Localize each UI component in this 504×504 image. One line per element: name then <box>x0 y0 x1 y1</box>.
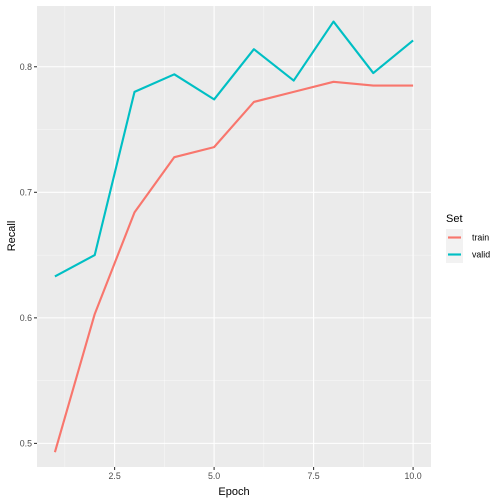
x-tick-label: 5.0 <box>208 471 220 481</box>
legend: Set train valid <box>446 213 490 263</box>
x-tick-label: 2.5 <box>108 471 120 481</box>
y-tick-label: 0.6 <box>20 313 32 323</box>
x-tick-label: 10.0 <box>405 471 422 481</box>
grid-major <box>37 6 431 467</box>
series-line-valid <box>54 20 414 278</box>
x-axis-ticks: 2.5 5.0 7.5 10.0 <box>108 467 422 481</box>
x-tick-label: 7.5 <box>307 471 319 481</box>
y-tick-label: 0.7 <box>20 187 32 197</box>
plot-panel <box>37 6 431 467</box>
x-axis-title: Epoch <box>218 486 249 498</box>
y-axis-ticks: 0.5 0.6 0.7 0.8 <box>20 62 37 448</box>
legend-label-valid: valid <box>472 250 490 260</box>
series-lines <box>53 20 414 453</box>
series-line-train <box>53 80 414 453</box>
y-axis-title: Recall <box>6 221 18 252</box>
grid-minor <box>37 6 431 467</box>
legend-label-train: train <box>472 233 489 243</box>
legend-title: Set <box>446 213 463 225</box>
y-tick-label: 0.8 <box>20 62 32 72</box>
y-tick-label: 0.5 <box>20 438 32 448</box>
